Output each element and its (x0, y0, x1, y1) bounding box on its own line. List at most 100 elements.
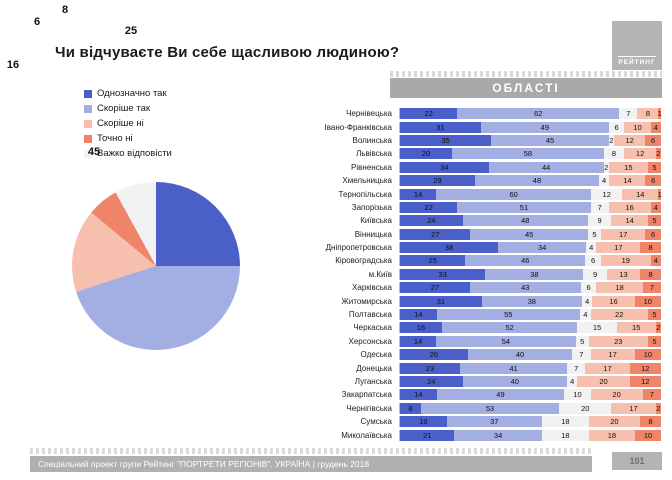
happiness-pie-chart (72, 182, 240, 350)
bar-value-label: 40 (515, 350, 525, 360)
bar-segment-rather-no: 14 (622, 188, 659, 200)
region-row: Львівська 20 58 8 12 2 (304, 147, 661, 160)
bar-value-label: 14 (413, 336, 423, 346)
hatch-strip-footer (30, 448, 592, 454)
bar-value-label: 48 (532, 176, 542, 186)
bar-segment-hard-to-say: 10 (564, 389, 591, 401)
region-row: Кіровоградська 25 46 6 19 4 (304, 254, 661, 267)
bar-segment-definitely-no: 8 (640, 268, 661, 280)
bar-segment-rather-no: 16 (608, 201, 651, 213)
bar-segment-rather-no: 20 (577, 376, 630, 387)
bar-segment-definitely-no: 6 (645, 134, 661, 146)
region-label: Харківська (352, 283, 392, 293)
bar-segment-hard-to-say: 18 (542, 429, 589, 441)
bar-value-label: 14 (414, 310, 423, 320)
bar-segment-hard-to-say: 18 (542, 416, 589, 428)
region-label: Рівненська (351, 162, 392, 172)
region-label: Хмельницька (342, 176, 392, 186)
bar-value-label: 12 (641, 377, 650, 386)
bar-value-label: 21 (422, 430, 432, 440)
bar-segment-definitely-no: 5 (647, 309, 661, 321)
regions-header-band: ОБЛАСТІ (390, 78, 662, 98)
bar-segment-rather-yes: 45 (491, 134, 609, 146)
bar-value-label: 45 (525, 229, 534, 239)
bar-value-label: 27 (430, 283, 440, 293)
legend-swatch-definitely-yes (84, 89, 92, 98)
bar-value-label: 38 (444, 243, 454, 253)
bar-value-label: 6 (651, 229, 656, 239)
region-row: Миколаївська 21 34 18 18 10 (304, 428, 661, 441)
bar-segment-hard-to-say: 7 (619, 108, 638, 120)
bar-value-label: 24 (427, 377, 436, 386)
bar-segment-rather-yes: 37 (446, 416, 543, 428)
bar-segment-rather-yes: 40 (467, 349, 573, 361)
bar-segment-definitely-yes: 14 (400, 309, 437, 321)
region-row: Хмельницька 29 48 4 14 6 (304, 174, 661, 187)
bar-segment-rather-yes: 43 (469, 282, 581, 294)
bar-segment-rather-yes: 52 (441, 322, 578, 334)
bar-segment-hard-to-say: 5 (575, 335, 589, 347)
pie-value-definitely-no: 6 (33, 16, 41, 28)
bar-segment-definitely-yes: 26 (400, 349, 468, 361)
bar-segment-definitely-no: 4 (650, 201, 661, 213)
bar-segment-rather-yes: 62 (457, 108, 620, 120)
bar-value-label: 14 (636, 189, 645, 199)
bar-segment-hard-to-say: 4 (580, 309, 591, 321)
region-label: Одеська (360, 350, 392, 360)
bar-segment-definitely-no: 8 (640, 242, 661, 254)
bar-segment-definitely-yes: 34 (400, 161, 489, 173)
bar-segment-definitely-no: 6 (645, 175, 661, 187)
region-label: Івано-Франківська (324, 122, 393, 132)
bar-segment-hard-to-say: 6 (580, 282, 597, 294)
bar-value-label: 20 (421, 149, 431, 159)
bar-value-label: 8 (408, 403, 413, 413)
bar-segment-definitely-yes: 25 (400, 255, 466, 267)
region-label: Херсонська (348, 336, 392, 346)
bar-value-label: 31 (436, 122, 445, 132)
bar-segment-hard-to-say: 7 (567, 362, 586, 374)
bar-value-label: 4 (653, 122, 658, 132)
bar-value-label: 7 (649, 390, 654, 400)
bar-segment-rather-no: 14 (609, 175, 646, 187)
bar-segment-rather-no: 17 (590, 349, 635, 361)
bar-segment-hard-to-say: 4 (586, 242, 597, 254)
region-row: Харківська 27 43 6 18 7 (304, 281, 661, 294)
legend-swatch-rather-yes (84, 104, 92, 113)
region-row: Житомирська 31 38 4 16 10 (304, 294, 661, 307)
bar-value-label: 9 (592, 269, 598, 279)
region-bar: 16 52 15 15 2 (399, 322, 661, 334)
bar-segment-hard-to-say: 9 (583, 268, 607, 280)
region-label: Закарпатська (341, 390, 392, 400)
bar-value-label: 8 (645, 109, 650, 119)
region-row: Черкаська 16 52 15 15 2 (304, 321, 661, 334)
region-bar: 24 48 9 14 5 (399, 215, 661, 227)
bar-value-label: 6 (614, 122, 619, 132)
legend-item-definitely-yes: Однозначно так (84, 86, 172, 101)
bar-value-label: 17 (629, 403, 638, 413)
bar-value-label: 16 (625, 202, 634, 212)
region-row: Дніпропетровська 38 34 4 17 8 (304, 241, 661, 254)
region-bar: 26 40 7 17 10 (399, 349, 661, 361)
bar-segment-rather-yes: 41 (460, 362, 568, 374)
bar-segment-rather-yes: 49 (436, 389, 565, 401)
bar-segment-rather-no: 17 (585, 362, 630, 374)
bar-segment-rather-no: 15 (608, 161, 648, 173)
region-label: Полтавська (348, 310, 392, 320)
bar-segment-definitely-yes: 18 (400, 416, 447, 428)
region-label: Київська (360, 216, 392, 226)
region-label: Сумська (360, 417, 392, 427)
bar-value-label: 24 (427, 216, 436, 226)
bar-value-label: 15 (624, 162, 633, 172)
page-title: Чи відчуваєте Ви себе щасливою людиною? (55, 44, 400, 61)
bar-value-label: 7 (574, 363, 579, 373)
bar-segment-hard-to-say: 12 (591, 188, 623, 200)
hatch-strip-header (390, 71, 662, 77)
legend-swatch-rather-no (84, 119, 92, 128)
pie-value-definitely-yes: 25 (124, 25, 138, 37)
bar-segment-rather-no: 16 (592, 295, 635, 307)
bar-segment-definitely-no: 7 (642, 389, 661, 401)
bar-segment-rather-no: 13 (606, 268, 641, 280)
bar-value-label: 4 (602, 176, 607, 186)
region-bar: 33 38 9 13 8 (399, 268, 661, 280)
